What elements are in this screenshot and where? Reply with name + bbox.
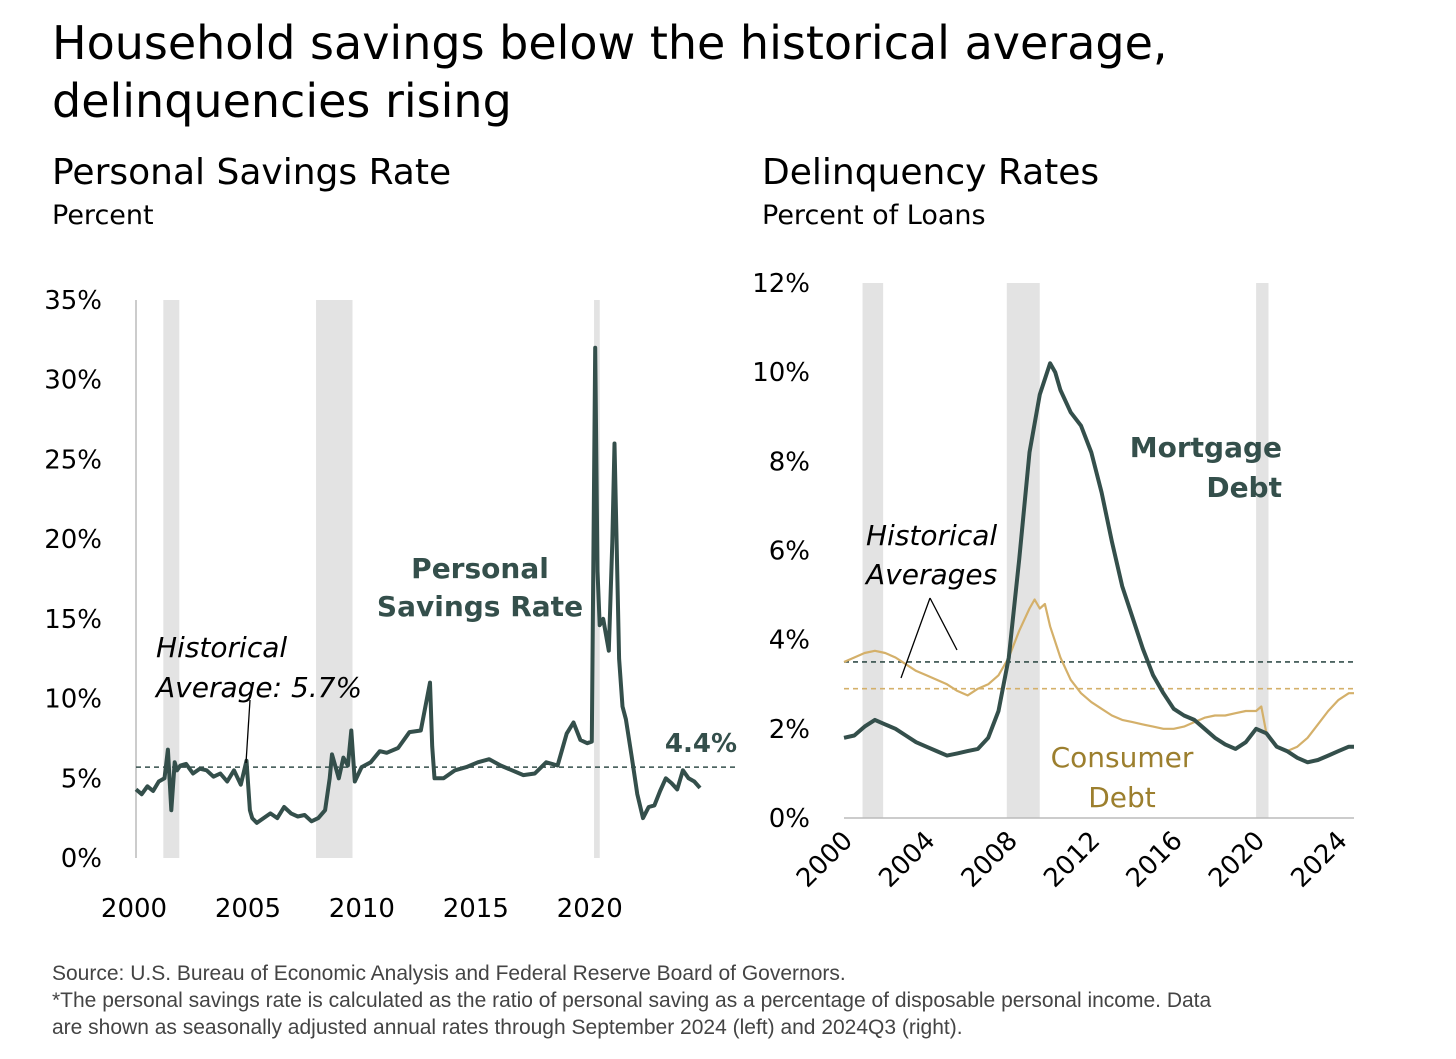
y-tick-label: 10% — [44, 685, 102, 715]
y-axis-ticks: 0% 5% 10% 15% 20% 25% 30% 35% — [44, 286, 102, 874]
series-label-line1: Personal — [411, 552, 549, 585]
recession-band — [163, 300, 180, 858]
footer-notes: Source: U.S. Bureau of Economic Analysis… — [52, 960, 1442, 1041]
recession-band — [1006, 283, 1040, 818]
right-chart-title: Delinquency Rates — [762, 152, 1100, 193]
y-tick-label: 0% — [61, 844, 102, 874]
consumer-label-line2: Debt — [1088, 781, 1156, 814]
left-chart-subtitle: Percent — [52, 200, 154, 231]
recession-band — [1256, 283, 1269, 818]
savings-rate-line — [134, 345, 702, 825]
x-tick-label: 2012 — [1038, 826, 1106, 894]
left-chart-title: Personal Savings Rate — [52, 152, 452, 193]
x-tick-label: 2010 — [329, 894, 395, 924]
y-tick-label: 4% — [769, 626, 810, 656]
x-tick-label: 2000 — [101, 894, 167, 924]
x-tick-label: 2015 — [443, 894, 509, 924]
y-tick-label: 25% — [44, 445, 102, 475]
y-tick-label: 2% — [769, 715, 810, 745]
y-axis-ticks: 0% 2% 4% 6% 8% 10% 12% — [752, 269, 810, 834]
y-tick-label: 12% — [752, 269, 810, 299]
x-axis-ticks: 2000 2004 2008 2012 2016 2020 2024 — [791, 826, 1354, 894]
mortgage-debt-line — [843, 361, 1354, 765]
recession-bands — [862, 283, 1269, 818]
x-tick-label: 2020 — [1203, 826, 1271, 894]
x-tick-label: 2008 — [956, 826, 1024, 894]
y-tick-label: 20% — [44, 525, 102, 555]
y-tick-label: 5% — [61, 764, 102, 794]
x-tick-label: 2005 — [215, 894, 281, 924]
mortgage-label-line2: Debt — [1206, 471, 1282, 504]
delinquency-chart: 0%2%4%6%8%10%12% 2000 2004 2008 2012 2016 202… — [752, 269, 1354, 894]
x-tick-label: 2004 — [873, 826, 941, 894]
y-tick-label: 30% — [44, 366, 102, 396]
mortgage-label-line1: Mortgage — [1130, 431, 1282, 464]
avg-label-line2: Averages — [864, 558, 997, 591]
recession-band — [862, 283, 884, 818]
x-tick-label: 2024 — [1285, 826, 1353, 894]
methodology-note-line2: are shown as seasonally adjusted annual … — [52, 1016, 963, 1039]
y-tick-label: 8% — [769, 447, 810, 477]
y-tick-label: 10% — [752, 358, 810, 388]
recession-band — [316, 300, 353, 858]
end-value-label: 4.4% — [665, 729, 737, 759]
y-tick-label: 6% — [769, 537, 810, 567]
methodology-note-line1: *The personal savings rate is calculated… — [52, 989, 1212, 1012]
x-tick-label: 2000 — [791, 826, 859, 894]
avg-label-line1: Historical — [866, 519, 997, 552]
avg-label-line2: Average: 5.7% — [154, 671, 362, 704]
consumer-debt-line — [843, 598, 1354, 753]
avg-label-pointer — [245, 699, 251, 764]
avg-label-pointer-left — [900, 597, 931, 679]
avg-label-pointer-right — [929, 597, 958, 651]
page-title: Household savings below the historical a… — [52, 16, 1168, 128]
consumer-label-line1: Consumer — [1051, 741, 1194, 774]
right-chart-subtitle: Percent of Loans — [762, 200, 986, 231]
x-tick-label: 2016 — [1121, 826, 1189, 894]
y-tick-label: 35% — [44, 286, 102, 316]
savings-rate-chart: 0%5%10%15%20%25%30%35% 2000 2005 2010 2015 2… — [44, 286, 738, 924]
series-label-line2: Savings Rate — [377, 590, 583, 623]
y-tick-label: 0% — [769, 804, 810, 834]
avg-label-line1: Historical — [156, 631, 287, 664]
x-tick-label: 2020 — [557, 894, 623, 924]
x-axis-ticks: 2000 2005 2010 2015 2020 — [101, 894, 623, 924]
y-tick-label: 15% — [44, 605, 102, 635]
source-note: Source: U.S. Bureau of Economic Analysis… — [52, 962, 846, 985]
